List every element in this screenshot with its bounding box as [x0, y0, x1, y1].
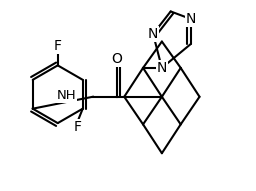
Text: NH: NH [57, 89, 76, 102]
Text: N: N [157, 61, 167, 75]
Text: O: O [111, 52, 122, 66]
Text: N: N [186, 12, 196, 26]
Text: F: F [54, 39, 62, 53]
Text: N: N [148, 27, 158, 41]
Text: F: F [74, 120, 82, 134]
